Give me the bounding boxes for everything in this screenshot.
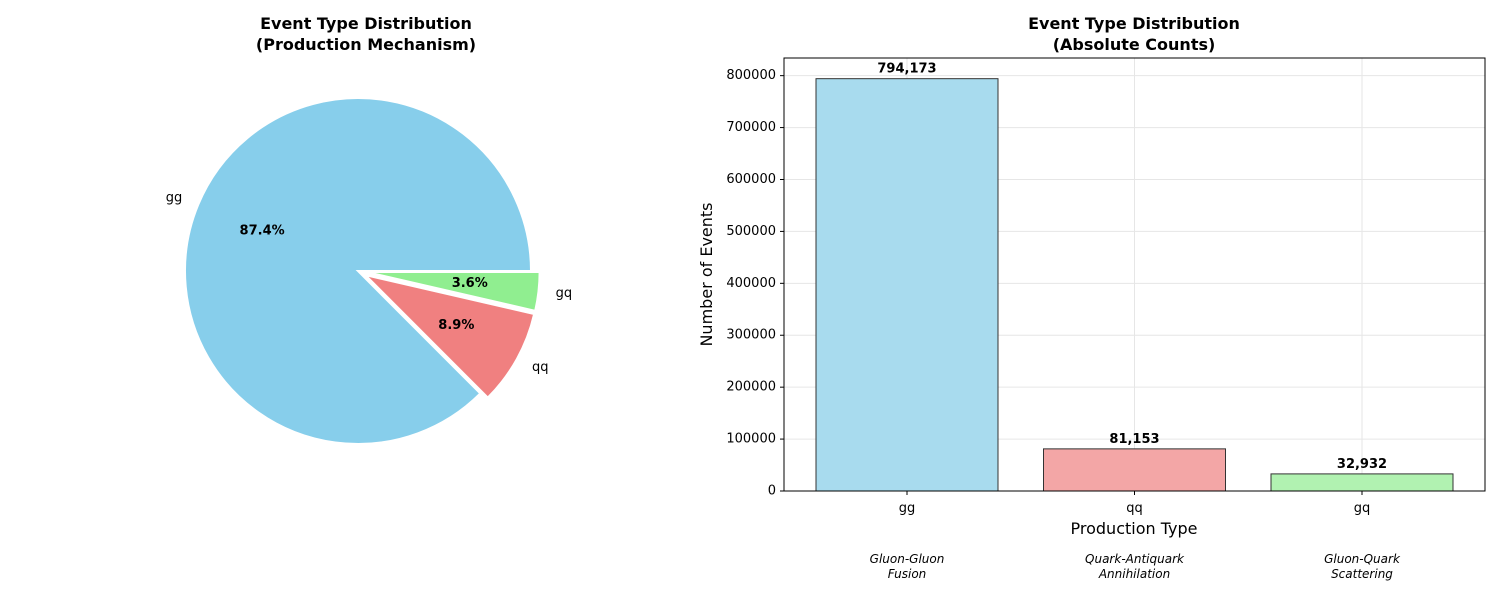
pie-slice-gg bbox=[184, 97, 533, 445]
y-tick-label: 700000 bbox=[726, 120, 776, 135]
y-axis-label: Number of Events bbox=[697, 202, 716, 346]
y-tick-label: 300000 bbox=[726, 328, 776, 343]
pie-chart: Event Type Distribution (Production Mech… bbox=[166, 14, 572, 445]
bar-chart-subtitle: (Absolute Counts) bbox=[1053, 35, 1216, 54]
bar-gq bbox=[1270, 473, 1454, 492]
y-tick-label: 500000 bbox=[726, 224, 776, 239]
y-tick-label: 800000 bbox=[726, 68, 776, 83]
bar-value-label-qq: 81,153 bbox=[1109, 432, 1159, 447]
pie-slice-gq bbox=[366, 270, 541, 313]
pie-label-gg: gg bbox=[166, 191, 183, 206]
category-description-gq: Gluon-Quark bbox=[1324, 552, 1401, 566]
y-tick-label: 0 bbox=[768, 484, 776, 499]
pie-chart-subtitle: (Production Mechanism) bbox=[256, 35, 476, 54]
y-tick-label: 400000 bbox=[726, 276, 776, 291]
bar-chart-title: Event Type Distribution bbox=[1028, 14, 1240, 33]
category-description-gq: Scattering bbox=[1331, 567, 1393, 581]
pie-slice-qq bbox=[362, 273, 536, 400]
x-tick-label-gq: gq bbox=[1354, 501, 1371, 516]
pie-slices bbox=[184, 97, 541, 445]
pie-pct-gq: 3.6% bbox=[452, 276, 488, 291]
bar-value-label-gq: 32,932 bbox=[1337, 457, 1387, 472]
bar-value-label-gg: 794,173 bbox=[877, 62, 936, 77]
category-description-qq: Annihilation bbox=[1098, 567, 1170, 581]
bar-rects: 794,173 81,153 32,932 bbox=[815, 62, 1454, 492]
category-description-qq: Quark-Antiquark bbox=[1085, 552, 1185, 566]
bar-qq bbox=[1043, 448, 1226, 492]
category-description-gg: Fusion bbox=[888, 567, 927, 581]
x-tick-label-gg: gg bbox=[899, 501, 916, 516]
pie-pct-qq: 8.9% bbox=[438, 318, 474, 333]
pie-labels: gg 87.4% qq 8.9% gq 3.6% bbox=[166, 191, 572, 375]
pie-chart-title: Event Type Distribution bbox=[260, 14, 472, 33]
x-axis-label: Production Type bbox=[1071, 519, 1198, 538]
category-description-gg: Gluon-Gluon bbox=[870, 552, 945, 566]
bar-chart: Event Type Distribution (Absolute Counts… bbox=[697, 14, 1486, 581]
y-tick-label: 600000 bbox=[726, 172, 776, 187]
bar-gg bbox=[815, 78, 999, 492]
pie-label-qq: qq bbox=[532, 360, 549, 375]
x-axis: gg qq gq bbox=[899, 491, 1371, 516]
pie-label-gq: gq bbox=[556, 286, 573, 301]
y-axis: 0 100000 200000 300000 400000 500000 600000 700… bbox=[726, 68, 784, 499]
y-tick-label: 200000 bbox=[726, 380, 776, 395]
pie-pct-gg: 87.4% bbox=[240, 224, 285, 239]
x-tick-label-qq: qq bbox=[1126, 501, 1143, 516]
y-tick-label: 100000 bbox=[726, 432, 776, 447]
